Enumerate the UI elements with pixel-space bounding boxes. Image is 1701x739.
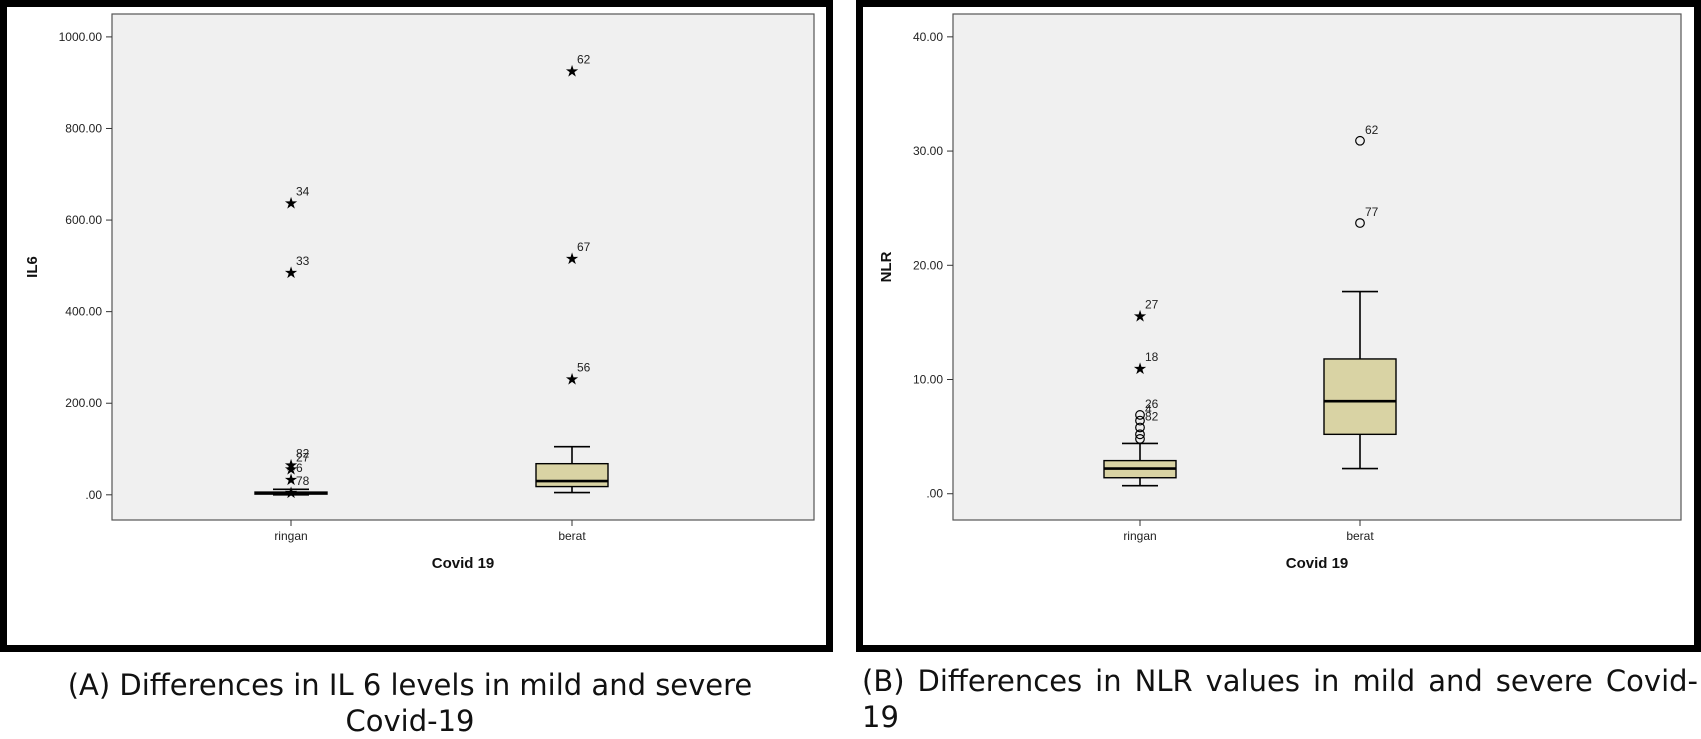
outlier-label: 67 <box>577 240 591 254</box>
outlier-star: ★ <box>1133 309 1147 326</box>
y-tick-label: 600.00 <box>65 213 102 227</box>
y-tick-label: 10.00 <box>913 373 943 387</box>
outlier-circle <box>1135 410 1145 420</box>
outlier-star: ★ <box>284 196 298 213</box>
outlier-circle <box>1355 218 1365 228</box>
outlier-star: ★ <box>284 472 298 489</box>
outlier-star: ★ <box>284 265 298 282</box>
x-tick-label: ringan <box>1123 529 1156 543</box>
y-tick-label: 40.00 <box>913 30 943 44</box>
boxplot-il6: .00 200.00 400.00 600.00 800.00 1000.00 IL6 Cov… <box>24 13 815 572</box>
chart-panel-b: .00 10.00 20.00 30.00 40.00 NLR Covid 19 ringan… <box>856 0 1701 652</box>
y-tick-label: .00 <box>85 488 102 502</box>
outlier-star: ★ <box>284 485 298 502</box>
outlier-label: 18 <box>1145 350 1159 364</box>
y-tick-label: 20.00 <box>913 258 943 272</box>
y-tick-label: 1000.00 <box>59 30 103 44</box>
y-tick-label: 800.00 <box>65 121 102 135</box>
x-tick-label: berat <box>1346 529 1374 543</box>
outlier-star: ★ <box>565 251 579 268</box>
caption-b: (B) Differences in NLR values in mild an… <box>862 664 1698 734</box>
outlier-circle <box>1135 422 1145 433</box>
chart-panel-a: .00 200.00 400.00 600.00 800.00 1000.00 IL6 Cov… <box>0 0 833 652</box>
outlier-star: ★ <box>1133 361 1147 378</box>
y-axis-label: IL6 <box>24 256 41 278</box>
outlier-circle <box>1135 429 1145 440</box>
x-axis-label: Covid 19 <box>1286 555 1349 572</box>
outlier-label: 6 <box>296 461 303 475</box>
outlier-label: 27 <box>1145 298 1159 312</box>
x-tick-label: ringan <box>274 529 307 543</box>
outlier-label: 4 <box>1145 403 1152 417</box>
outlier-star: ★ <box>284 458 298 475</box>
y-tick-label: 400.00 <box>65 305 102 319</box>
outlier-star: ★ <box>565 372 579 389</box>
outlier-label: 27 <box>296 451 310 465</box>
plot-area <box>111 13 815 521</box>
box-iqr <box>1323 358 1397 436</box>
y-tick-label: 200.00 <box>65 396 102 410</box>
outlier-label: 82 <box>296 447 310 461</box>
outlier-label: 56 <box>577 361 591 375</box>
outlier-label: 78 <box>296 474 310 488</box>
outlier-label: 34 <box>296 185 310 199</box>
outlier-star: ★ <box>565 63 579 80</box>
outlier-circle <box>1135 415 1145 426</box>
boxplot-nlr: .00 10.00 20.00 30.00 40.00 NLR Covid 19 ringan… <box>878 13 1682 572</box>
plot-area <box>952 13 1682 521</box>
outlier-label: 82 <box>1145 409 1159 423</box>
box-iqr <box>535 462 609 488</box>
outlier-circle <box>1355 135 1365 146</box>
outlier-star: ★ <box>284 462 298 479</box>
y-tick-label: .00 <box>926 487 943 501</box>
caption-a: (A) Differences in IL 6 levels in mild a… <box>67 668 753 738</box>
outlier-label: 62 <box>577 52 591 66</box>
x-tick-label: berat <box>558 529 586 543</box>
y-tick-label: 30.00 <box>913 144 943 158</box>
x-axis-label: Covid 19 <box>432 555 495 572</box>
outlier-label: 26 <box>1145 397 1159 411</box>
outlier-circle <box>1135 434 1145 444</box>
outlier-label: 77 <box>1365 205 1379 219</box>
outlier-label: 62 <box>1365 123 1379 137</box>
y-axis-label: NLR <box>878 251 895 282</box>
outlier-label: 33 <box>296 254 310 268</box>
